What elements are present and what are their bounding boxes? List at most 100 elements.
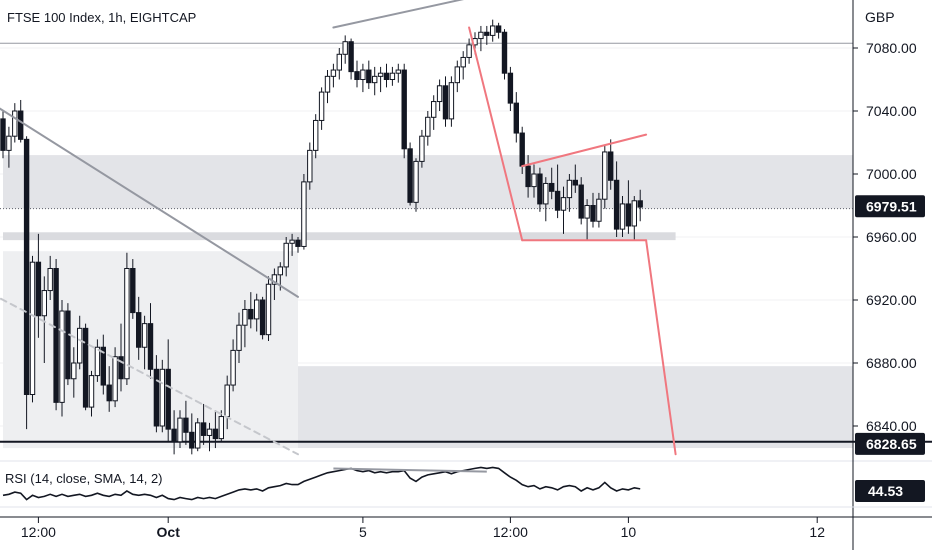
candle[interactable] xyxy=(65,303,71,386)
candle[interactable] xyxy=(47,255,53,300)
candle[interactable] xyxy=(130,259,136,319)
candle[interactable] xyxy=(141,315,148,370)
candle[interactable] xyxy=(507,66,514,111)
candle[interactable] xyxy=(59,300,65,417)
candle[interactable] xyxy=(631,196,637,241)
candle[interactable] xyxy=(442,76,449,127)
candle[interactable] xyxy=(395,63,402,83)
candle[interactable] xyxy=(466,38,472,64)
candles[interactable] xyxy=(0,19,643,455)
candle[interactable] xyxy=(171,410,177,455)
candle[interactable] xyxy=(431,95,437,130)
candle[interactable] xyxy=(348,38,354,80)
candle[interactable] xyxy=(413,158,419,212)
candle[interactable] xyxy=(596,192,602,228)
candle[interactable] xyxy=(88,370,95,417)
candle[interactable] xyxy=(342,35,348,64)
candle[interactable] xyxy=(289,233,295,256)
candle[interactable] xyxy=(478,25,484,52)
candle[interactable] xyxy=(147,303,154,379)
candle[interactable] xyxy=(543,177,549,222)
candle[interactable] xyxy=(12,103,18,143)
candle[interactable] xyxy=(484,25,490,45)
candle[interactable] xyxy=(165,339,171,442)
candle[interactable] xyxy=(360,63,366,93)
candle[interactable] xyxy=(336,48,343,80)
candle[interactable] xyxy=(419,129,425,168)
candle[interactable] xyxy=(195,418,201,452)
candle[interactable] xyxy=(578,177,584,225)
candle[interactable] xyxy=(602,145,608,209)
candle[interactable] xyxy=(513,92,519,143)
candle[interactable] xyxy=(212,410,219,449)
candle[interactable] xyxy=(560,186,567,234)
candle[interactable] xyxy=(254,293,260,332)
candle[interactable] xyxy=(242,300,248,348)
candle[interactable] xyxy=(584,199,590,241)
candle[interactable] xyxy=(6,126,12,168)
candle[interactable] xyxy=(183,400,189,445)
candle[interactable] xyxy=(436,79,443,112)
candle[interactable] xyxy=(177,410,183,449)
candle[interactable] xyxy=(259,296,266,340)
candle[interactable] xyxy=(531,164,537,198)
candle[interactable] xyxy=(77,315,83,370)
candle[interactable] xyxy=(566,174,573,212)
candle[interactable] xyxy=(248,292,254,329)
candle[interactable] xyxy=(495,22,502,39)
candle[interactable] xyxy=(613,161,620,237)
candle[interactable] xyxy=(554,164,561,219)
candle[interactable] xyxy=(236,312,242,363)
candle[interactable] xyxy=(372,66,378,96)
candle[interactable] xyxy=(230,339,236,392)
candle[interactable] xyxy=(200,403,207,445)
candle[interactable] xyxy=(401,63,407,159)
candle[interactable] xyxy=(590,192,596,228)
candle[interactable] xyxy=(619,196,626,237)
candle[interactable] xyxy=(29,255,36,403)
candle[interactable] xyxy=(625,180,632,234)
candle[interactable] xyxy=(307,142,313,190)
candle[interactable] xyxy=(448,76,455,127)
candle[interactable] xyxy=(0,111,6,159)
candle[interactable] xyxy=(637,189,643,222)
candle[interactable] xyxy=(425,111,431,146)
candle[interactable] xyxy=(53,259,59,411)
candle[interactable] xyxy=(389,66,396,86)
candle[interactable] xyxy=(354,60,360,88)
candle[interactable] xyxy=(35,233,42,338)
candle[interactable] xyxy=(23,136,30,430)
candle[interactable] xyxy=(41,276,47,363)
candle[interactable] xyxy=(112,347,118,408)
candle[interactable] xyxy=(82,323,89,411)
candle[interactable] xyxy=(71,347,77,398)
candle[interactable] xyxy=(525,155,531,198)
candle[interactable] xyxy=(206,422,213,452)
candle[interactable] xyxy=(313,114,319,159)
candle[interactable] xyxy=(490,19,496,42)
candle[interactable] xyxy=(407,142,413,206)
candle[interactable] xyxy=(572,164,578,193)
candle[interactable] xyxy=(324,70,331,104)
candle[interactable] xyxy=(501,29,508,80)
candle[interactable] xyxy=(124,252,130,386)
candle[interactable] xyxy=(549,167,555,200)
candle[interactable] xyxy=(383,63,390,88)
candle[interactable] xyxy=(159,359,166,433)
candle[interactable] xyxy=(295,237,301,253)
candle[interactable] xyxy=(301,174,307,250)
candle[interactable] xyxy=(537,167,543,212)
candle[interactable] xyxy=(218,410,225,442)
candle[interactable] xyxy=(460,51,466,80)
candle[interactable] xyxy=(330,63,337,88)
candle[interactable] xyxy=(608,139,614,190)
candle[interactable] xyxy=(106,366,112,412)
rsi-pane[interactable] xyxy=(0,460,932,501)
candle[interactable] xyxy=(94,339,101,382)
candle[interactable] xyxy=(265,276,272,341)
candle[interactable] xyxy=(153,355,160,433)
candle[interactable] xyxy=(283,237,289,277)
candle[interactable] xyxy=(377,66,384,93)
candle[interactable] xyxy=(136,296,142,360)
